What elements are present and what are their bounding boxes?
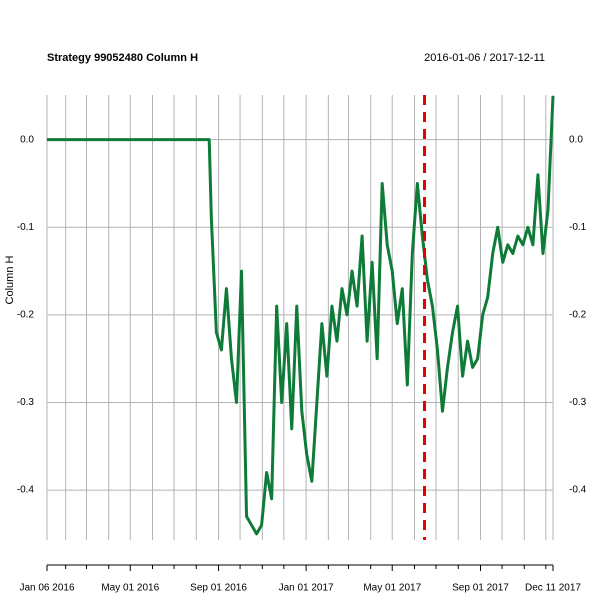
x-tick-label: Jan 01 2017 bbox=[279, 583, 334, 594]
y-tick-label: -0.4 bbox=[17, 485, 35, 496]
y-tick-label: -0.1 bbox=[17, 222, 35, 233]
series-line bbox=[47, 95, 555, 536]
y-tick-label: 0.0 bbox=[20, 134, 34, 145]
y-tick-label-right: -0.4 bbox=[569, 485, 587, 496]
y-tick-label-right: -0.1 bbox=[569, 222, 587, 233]
y-tick-label: -0.3 bbox=[17, 397, 35, 408]
x-tick-label: Sep 01 2017 bbox=[452, 583, 509, 594]
y-tick-label-right: 0.0 bbox=[569, 134, 583, 145]
x-tick-label: May 01 2016 bbox=[101, 583, 159, 594]
x-tick-label: Jan 06 2016 bbox=[19, 583, 74, 594]
y-tick-label: -0.2 bbox=[17, 310, 35, 321]
x-tick-label: Dec 11 2017 bbox=[525, 583, 581, 594]
y-axis-label: Column H bbox=[4, 255, 16, 304]
y-tick-label-right: -0.3 bbox=[569, 397, 587, 408]
x-tick-label: May 01 2017 bbox=[363, 583, 421, 594]
chart-title: Strategy 99052480 Column H bbox=[47, 52, 198, 64]
date-range: 2016-01-06 / 2017-12-11 bbox=[424, 52, 545, 64]
x-tick-label: Sep 01 2016 bbox=[190, 583, 247, 594]
y-tick-label-right: -0.2 bbox=[569, 310, 587, 321]
